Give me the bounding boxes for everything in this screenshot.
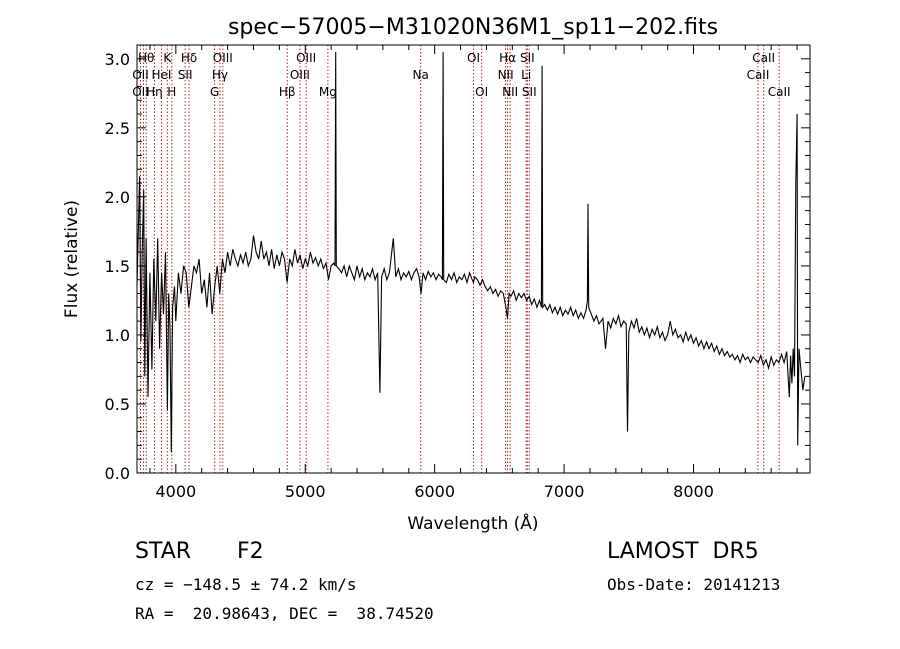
spectral-line-label: Hη — [146, 85, 163, 99]
spectral-line-label: OII — [132, 85, 149, 99]
spectral-line-label: OIII — [296, 51, 316, 65]
spectral-line-label: HeI — [151, 68, 171, 82]
spectral-line-label: K — [163, 51, 172, 65]
object-subclass: F2 — [237, 539, 264, 564]
spectral-line-label: Hδ — [181, 51, 197, 65]
ra-dec-coordinates: RA = 20.98643, DEC = 38.74520 — [135, 604, 434, 623]
x-tick-label: 4000 — [155, 482, 196, 501]
spectral-line-label: OIII — [290, 68, 310, 82]
chart-title: spec−57005−M31020N36M1_sp11−202.fits — [228, 15, 718, 40]
spectral-line-label: H — [167, 85, 176, 99]
spectral-line-label: SII — [522, 85, 537, 99]
y-axis: 0.0 0.5 1.0 1.5 2.0 2.5 3.0 — [105, 44, 810, 483]
plot-frame — [136, 44, 811, 474]
spectral-line-label: Mg — [319, 85, 337, 99]
spectral-line-label: OI — [475, 85, 488, 99]
spectral-line-label: G — [210, 85, 219, 99]
spectral-line-label: OII — [132, 68, 149, 82]
spectral-line-label: Hγ — [212, 68, 228, 82]
y-tick-label: 2.5 — [105, 119, 130, 138]
y-tick-label: 2.0 — [105, 188, 130, 207]
y-tick-label: 3.0 — [105, 50, 130, 69]
x-tick-label: 6000 — [414, 482, 455, 501]
line-marker-layer — [139, 45, 780, 473]
spectral-line-label: Hθ — [138, 51, 154, 65]
spectral-line-label: Hβ — [279, 85, 296, 99]
spectral-line-label: NII — [502, 85, 518, 99]
spectral-line-label: CaII — [768, 85, 791, 99]
y-tick-label: 0.0 — [105, 464, 130, 483]
spectral-line-label: OIII — [213, 51, 233, 65]
spectral-line-label: SII — [520, 51, 535, 65]
x-tick-label: 8000 — [673, 482, 714, 501]
x-axis: 4000 5000 6000 7000 8000 — [149, 45, 798, 501]
x-tick-label: 7000 — [544, 482, 585, 501]
spectral-line-label: OI — [467, 51, 480, 65]
object-class: STAR — [135, 539, 192, 564]
spectral-line-label: Hα — [499, 51, 516, 65]
x-tick-label: 5000 — [285, 482, 326, 501]
spectral-line-label: Li — [521, 68, 531, 82]
y-tick-label: 1.0 — [105, 326, 130, 345]
y-axis-label: Flux (relative) — [62, 200, 82, 318]
spectrum-line — [136, 51, 806, 453]
survey-label: LAMOST DR5 — [607, 539, 759, 564]
spectral-line-label: SII — [178, 68, 193, 82]
redshift-cz: cz = −148.5 ± 74.2 km/s — [135, 575, 357, 594]
spectral-line-label: Na — [413, 68, 429, 82]
spectral-line-label: CaII — [752, 51, 775, 65]
line-label-layer: OIIOIIHθHηHeIKHSIIHδGHγOIIIHβOIIIOIIIMgN… — [132, 51, 790, 99]
spectral-line-label: CaII — [747, 68, 770, 82]
observation-date: Obs-Date: 20141213 — [607, 575, 781, 594]
y-tick-label: 1.5 — [105, 257, 130, 276]
spectral-line-label: NII — [498, 68, 514, 82]
y-tick-label: 0.5 — [105, 395, 130, 414]
x-axis-label: Wavelength (Å) — [407, 512, 538, 534]
